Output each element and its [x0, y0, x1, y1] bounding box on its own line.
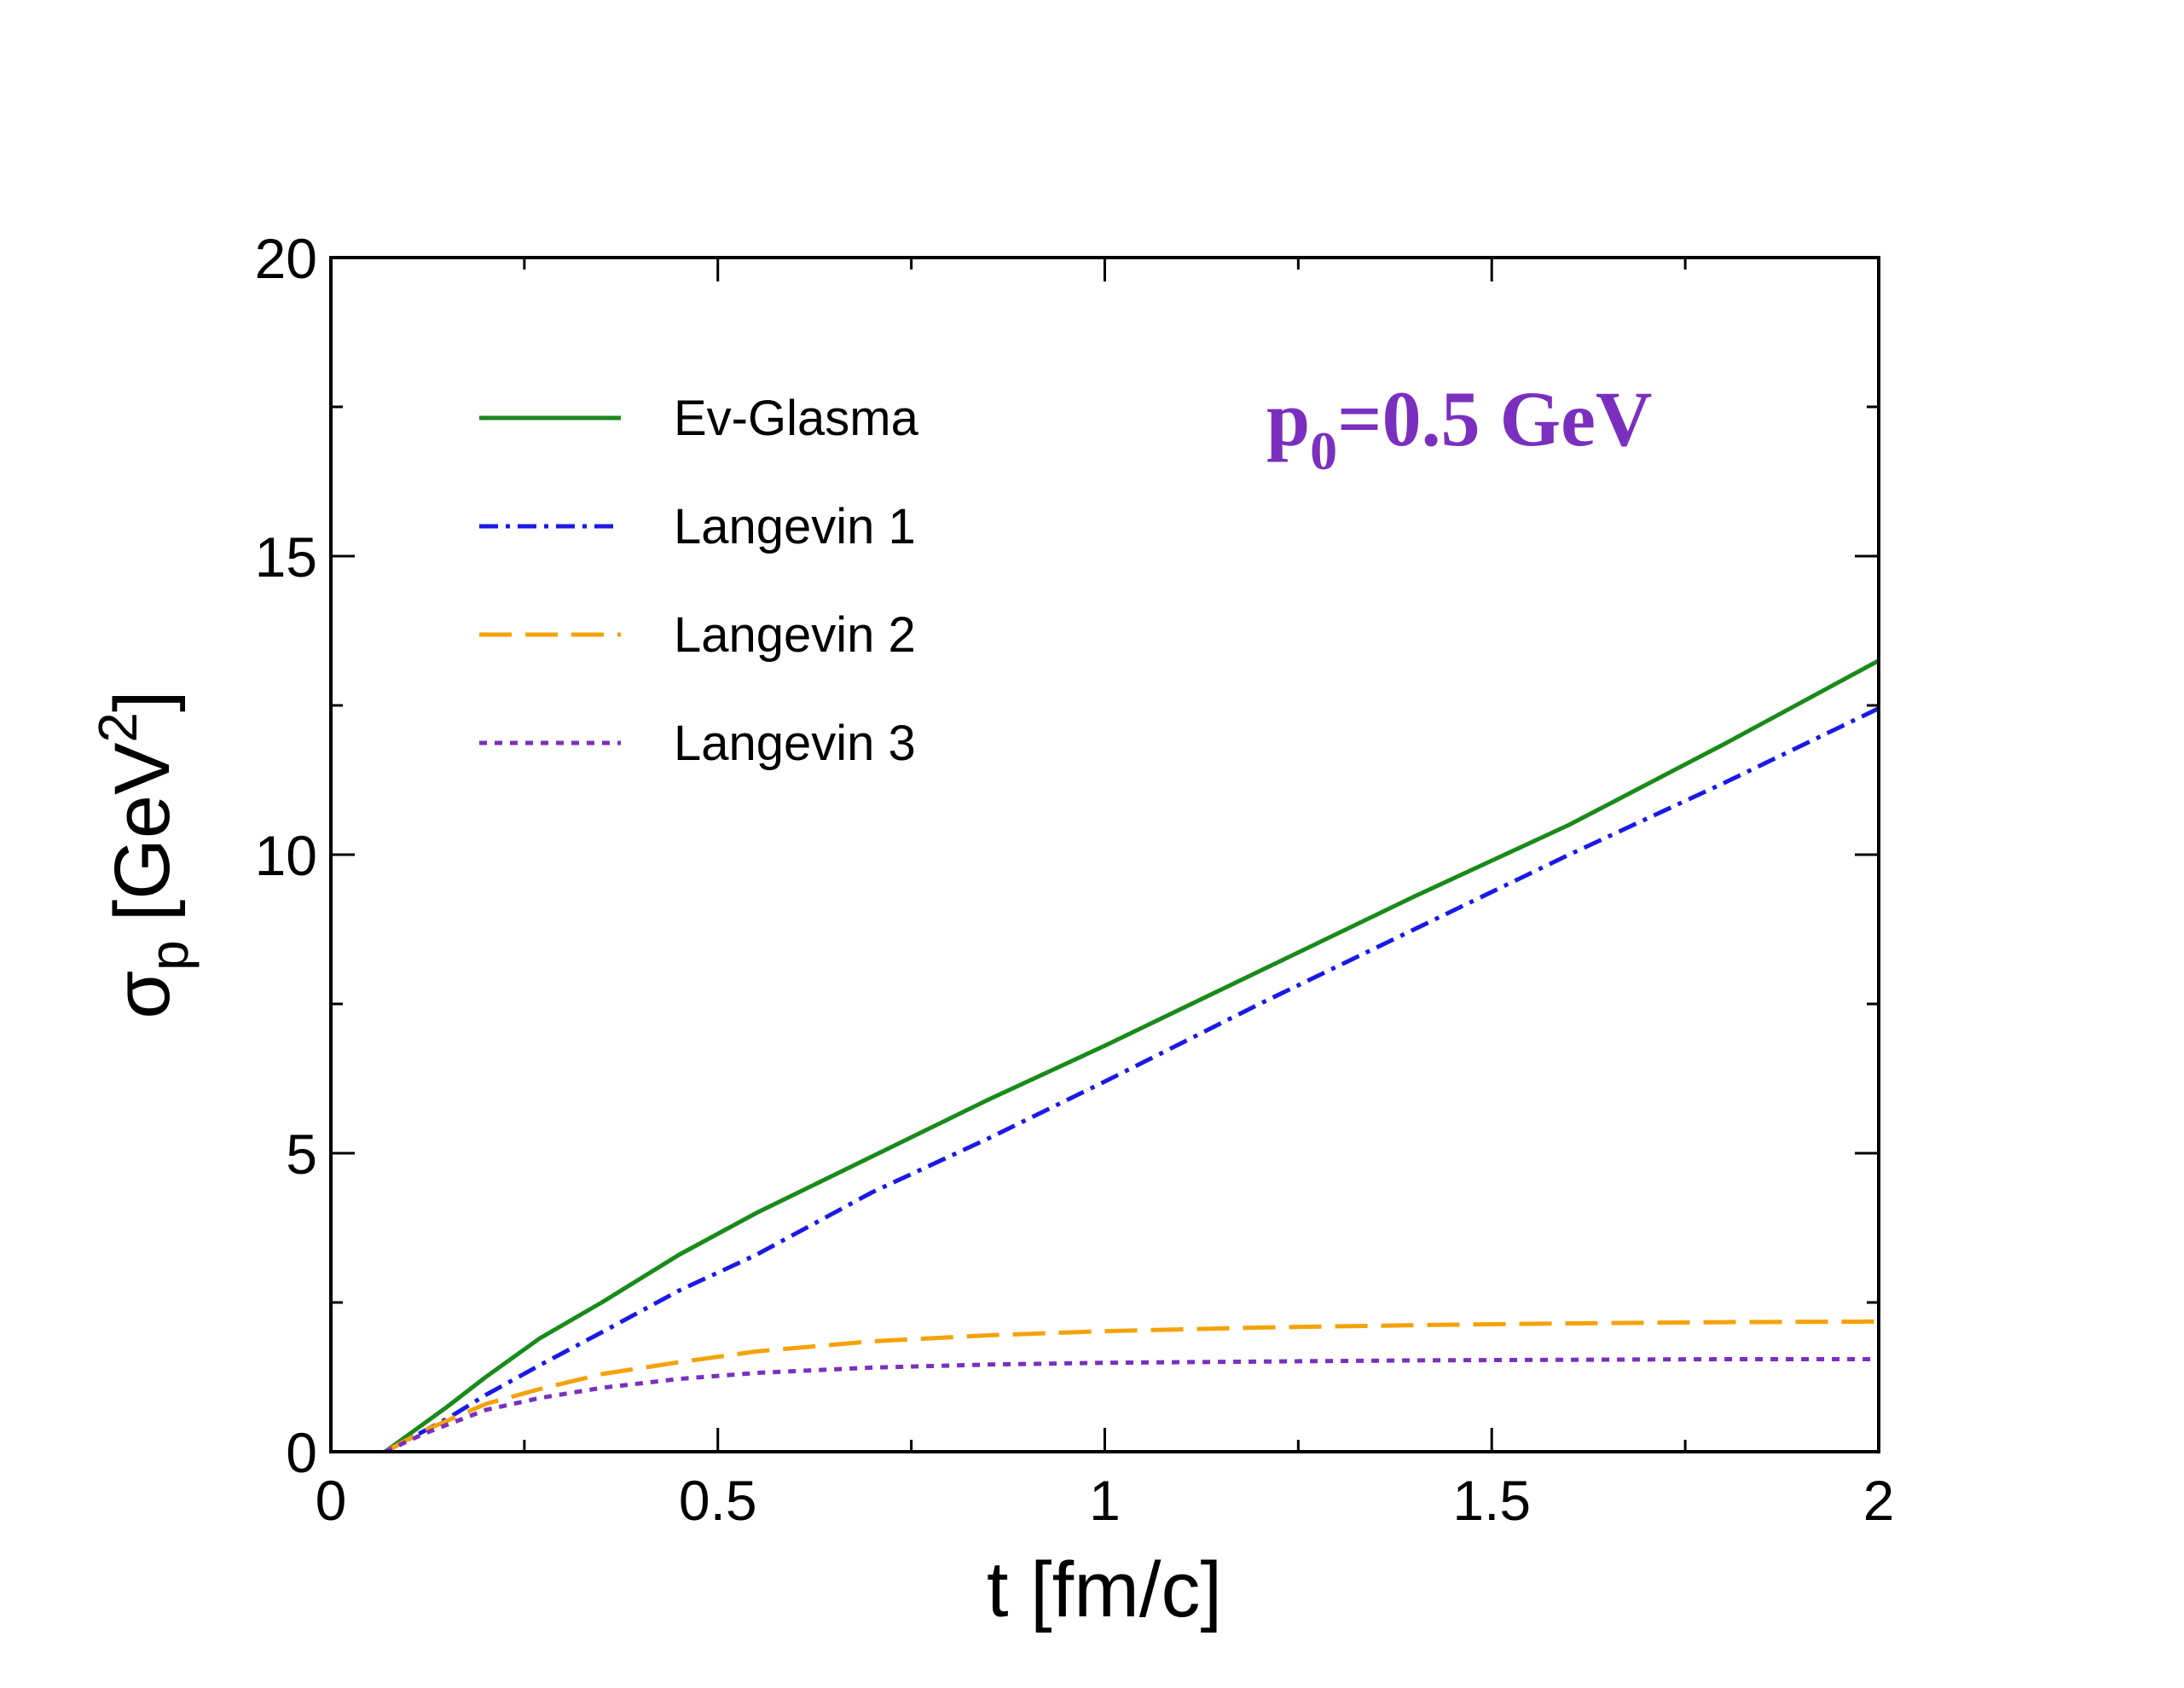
series-line-langevin-1 — [384, 706, 1880, 1454]
x-tick-label: 0.5 — [679, 1469, 757, 1532]
x-tick-label: 1 — [1089, 1469, 1121, 1532]
legend: Ev-Glasma Langevin 1 Langevin 2 Langevin 3 — [479, 391, 919, 771]
y-tick-label: 0 — [286, 1421, 317, 1484]
y-tick-label: 15 — [255, 525, 317, 589]
legend-label-ev-glasma: Ev-Glasma — [674, 391, 919, 446]
series-line-langevin-3 — [384, 1357, 1879, 1454]
y-axis-title-unit: [GeV — [99, 743, 186, 922]
annotation-sub: 0 — [1310, 421, 1337, 481]
svg-text:σp[GeV2]: σp [GeV2] — [87, 690, 200, 1018]
annotation-p0: p0=0.5 GeV — [1266, 375, 1652, 481]
y-tick-label: 5 — [286, 1122, 317, 1186]
y-tick-label: 10 — [255, 824, 317, 887]
y-axis-title-main: σ — [99, 971, 186, 1019]
legend-label-langevin-3: Langevin 3 — [674, 716, 916, 771]
y-axis-title-unit-close: ] — [99, 690, 186, 712]
y-axis-title-sub: p — [138, 940, 200, 971]
plot-frame — [329, 256, 1880, 1453]
x-tick-label: 0 — [316, 1469, 347, 1532]
x-axis-title: t [fm/c] — [987, 1546, 1222, 1633]
legend-label-langevin-2: Langevin 2 — [674, 607, 916, 663]
annotation-rest: =0.5 GeV — [1337, 375, 1652, 462]
series-line-ev-glasma — [384, 658, 1880, 1454]
annotation-main: p — [1266, 375, 1310, 462]
legend-label-langevin-1: Langevin 1 — [674, 499, 916, 554]
y-tick-label: 20 — [255, 227, 317, 290]
y-axis-title-unit-sup: 2 — [87, 712, 148, 743]
series-layer — [384, 658, 1880, 1454]
x-tick-label: 2 — [1863, 1469, 1895, 1532]
y-axis-title: σp [GeV2] — [87, 690, 200, 1018]
x-tick-label: 1.5 — [1452, 1469, 1531, 1532]
